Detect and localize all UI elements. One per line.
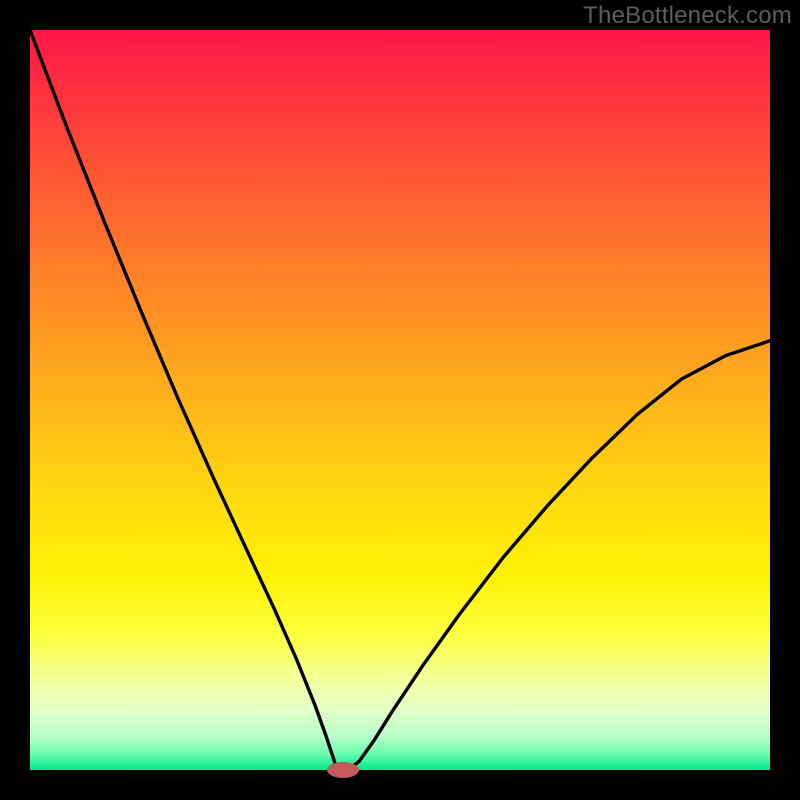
chart-container: TheBottleneck.com	[0, 0, 800, 800]
plot-background-gradient	[30, 30, 770, 770]
minimum-marker	[327, 762, 359, 778]
bottleneck-chart	[0, 0, 800, 800]
watermark-text: TheBottleneck.com	[583, 2, 792, 30]
